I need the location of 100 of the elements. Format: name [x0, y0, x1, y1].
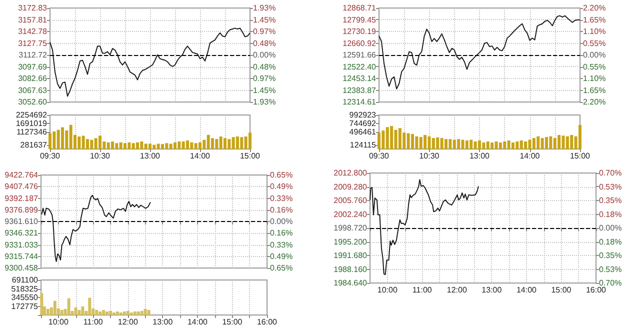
bar	[566, 136, 569, 149]
bar	[48, 133, 52, 149]
bar	[67, 298, 70, 315]
bar	[520, 140, 523, 149]
bar	[147, 310, 150, 315]
y2-tick-label: 0.18%	[599, 237, 622, 246]
y2-tick-label: 0.49%	[270, 252, 293, 261]
x-tick-label: 13:00	[152, 318, 174, 326]
y2-tick-label: 0.00%	[270, 217, 293, 226]
y-tick-label: 2002.240	[334, 210, 368, 219]
y2-tick-label: 0.53%	[599, 182, 622, 192]
bar	[540, 138, 544, 149]
y2-tick-label: 0.65%	[270, 264, 293, 272]
y2-tick-label: 0.33%	[270, 194, 293, 203]
y2-tick-label: 0.70%	[599, 278, 622, 288]
bar	[382, 130, 385, 149]
bar	[448, 139, 452, 149]
bar	[186, 140, 189, 149]
bar	[52, 132, 56, 149]
y2-tick-label: 0.48%	[253, 62, 276, 72]
y-tick-label: 3082.66	[18, 74, 48, 83]
bar	[394, 130, 398, 149]
x-tick-label: 12:00	[118, 318, 138, 326]
bar	[549, 136, 552, 149]
bar	[148, 144, 152, 149]
y-tick-label: 3157.81	[18, 15, 48, 24]
bar	[406, 133, 410, 149]
x-tick-label: 15:00	[222, 318, 243, 326]
x-tick-label: 09:30	[40, 152, 61, 160]
bar	[136, 142, 139, 149]
bar	[60, 310, 64, 315]
y2-tick-label: 0.48%	[253, 38, 276, 48]
x-tick-label: 15:00	[240, 152, 261, 160]
x-tick-label: 14:00	[520, 152, 540, 160]
bar	[119, 142, 122, 149]
y2-tick-label: 2.20%	[583, 4, 606, 12]
y-tick-label: 12591.66	[342, 50, 377, 60]
bar	[165, 143, 168, 149]
bar	[224, 138, 226, 149]
y-tick-label: 281637	[20, 140, 48, 150]
bar	[503, 141, 506, 149]
y2-tick-label: 1.93%	[253, 4, 276, 12]
bar	[140, 310, 144, 315]
y2-tick-label: 0.33%	[270, 240, 293, 250]
x-tick-label: 13:00	[482, 286, 502, 294]
y2-tick-label: 0.00%	[599, 224, 622, 232]
x-tick-label: 10:00	[48, 318, 69, 326]
y2-tick-label: 0.97%	[253, 27, 276, 36]
bar	[74, 307, 78, 315]
y-tick-label: 12799.45	[342, 15, 377, 24]
bar	[156, 144, 160, 149]
bar	[490, 142, 494, 149]
bar	[190, 142, 194, 149]
y-tick-label: 3052.60	[18, 98, 48, 106]
y-tick-label: 9300.458	[4, 264, 39, 272]
bar	[432, 138, 435, 149]
y-tick-label: 9361.610	[4, 217, 39, 226]
bar	[232, 137, 235, 149]
y-tick-label: 9407.476	[4, 182, 39, 192]
bar	[102, 310, 106, 315]
y-tick-label: 1691019	[16, 119, 48, 128]
bar	[61, 127, 64, 149]
y2-tick-label: 0.18%	[599, 210, 622, 219]
y2-tick-label: 0.97%	[253, 74, 276, 83]
line-series	[41, 194, 152, 262]
bar	[122, 311, 126, 315]
y2-tick-label: 0.00%	[253, 50, 276, 60]
bar	[486, 141, 490, 149]
x-tick-label: 10:30	[90, 152, 111, 160]
y2-tick-label: 0.16%	[270, 205, 293, 214]
bar	[570, 134, 574, 149]
bar	[553, 138, 556, 149]
bar	[424, 134, 427, 149]
x-tick-label: 13:00	[469, 152, 490, 160]
bar	[194, 143, 198, 149]
bar	[161, 144, 164, 149]
bar	[398, 128, 402, 149]
y-tick-label: 1127346	[16, 128, 48, 136]
bar	[56, 130, 60, 149]
x-tick-label: 12:00	[446, 286, 468, 294]
y-tick-label: 744692	[349, 119, 377, 128]
bar	[106, 311, 109, 315]
bar	[536, 136, 540, 149]
y-tick-label: 1998.720	[334, 224, 368, 232]
bar	[411, 134, 414, 149]
y-tick-label: 12383.87	[342, 86, 377, 95]
bar	[90, 140, 94, 149]
bar	[219, 136, 222, 149]
y-tick-label: 3097.69	[18, 62, 48, 72]
bar	[211, 138, 214, 149]
bar	[40, 293, 44, 315]
bar	[440, 138, 444, 149]
bar	[240, 137, 244, 149]
bar	[390, 126, 394, 149]
bar	[452, 140, 456, 149]
bar	[115, 143, 118, 149]
y-tick-label: 12522.40	[342, 62, 377, 72]
y2-tick-label: 1.10%	[583, 74, 606, 83]
y-tick-label: 1995.200	[334, 237, 368, 246]
bar	[562, 136, 565, 149]
